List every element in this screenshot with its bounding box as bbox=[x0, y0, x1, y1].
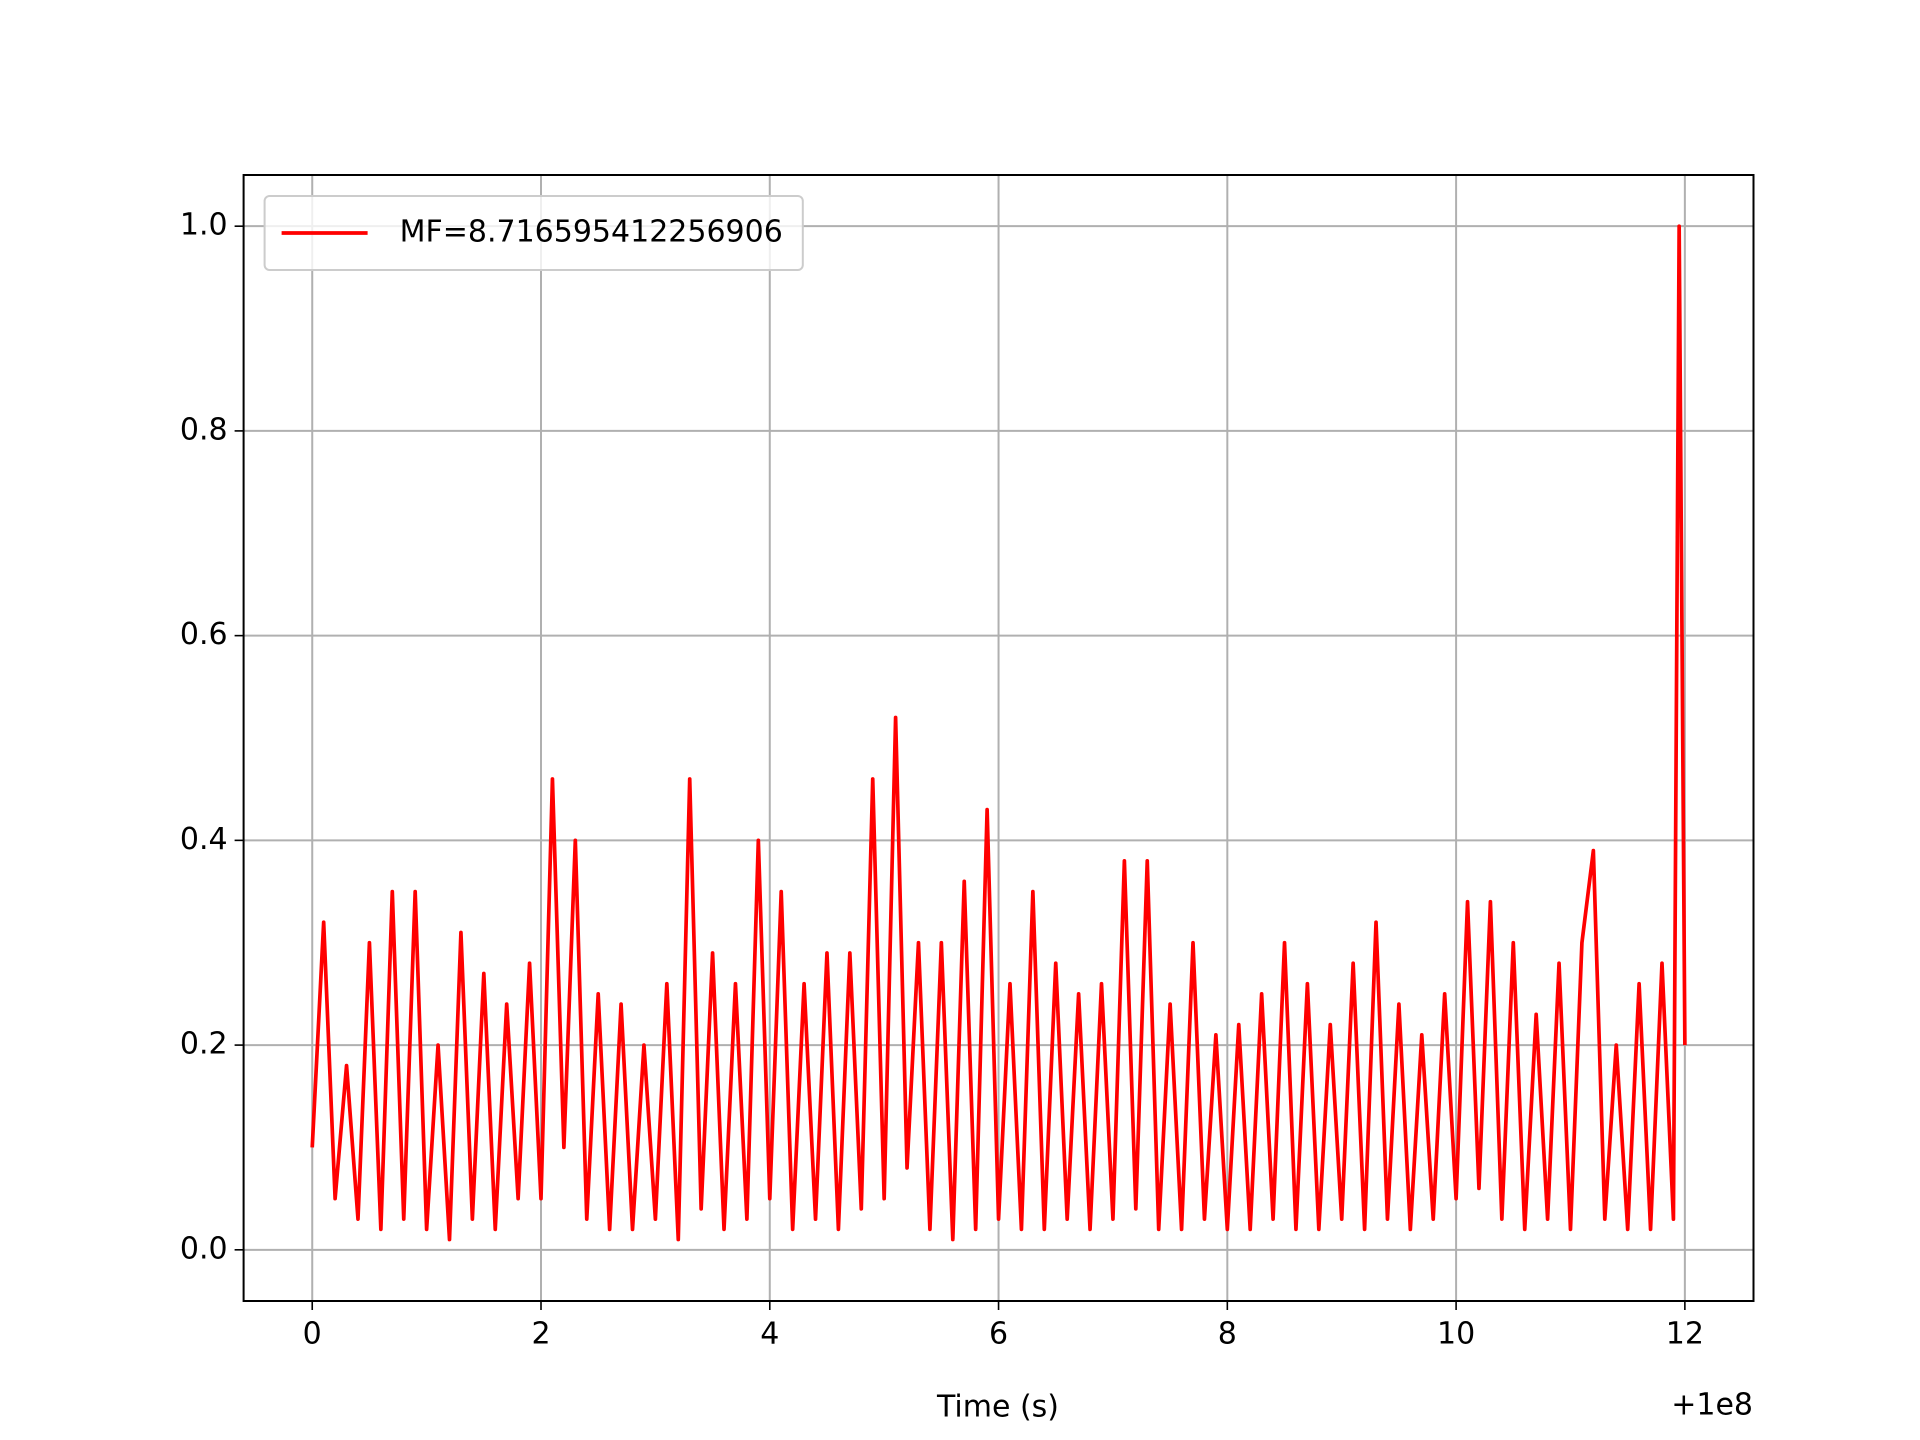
x-tick-label: 12 bbox=[1666, 1317, 1704, 1352]
legend: MF=8.716595412256906 bbox=[263, 195, 804, 271]
y-tick-label: 0.2 bbox=[180, 1027, 228, 1062]
y-tick-label: 0.4 bbox=[180, 822, 228, 857]
legend-label: MF=8.716595412256906 bbox=[400, 215, 783, 250]
y-tick-label: 0.8 bbox=[180, 412, 228, 447]
x-tick-label: 0 bbox=[303, 1317, 322, 1352]
legend-box bbox=[263, 195, 804, 271]
x-tick-label: 10 bbox=[1437, 1317, 1475, 1352]
y-tick-label: 0.6 bbox=[180, 617, 228, 652]
y-tick-label: 1.0 bbox=[180, 208, 228, 243]
y-tick-label: 0.0 bbox=[180, 1231, 228, 1266]
x-tick-label: 8 bbox=[1218, 1317, 1237, 1352]
line bbox=[310, 224, 1687, 1242]
x-offset-label: +1e8 bbox=[1671, 1388, 1753, 1423]
x-axis-label: Time (s) bbox=[936, 1390, 1059, 1425]
x-tick-label: 2 bbox=[531, 1317, 550, 1352]
x-tick-label: 6 bbox=[989, 1317, 1008, 1352]
x-tick-label: 4 bbox=[760, 1317, 779, 1352]
axes-frame bbox=[242, 174, 1755, 1302]
